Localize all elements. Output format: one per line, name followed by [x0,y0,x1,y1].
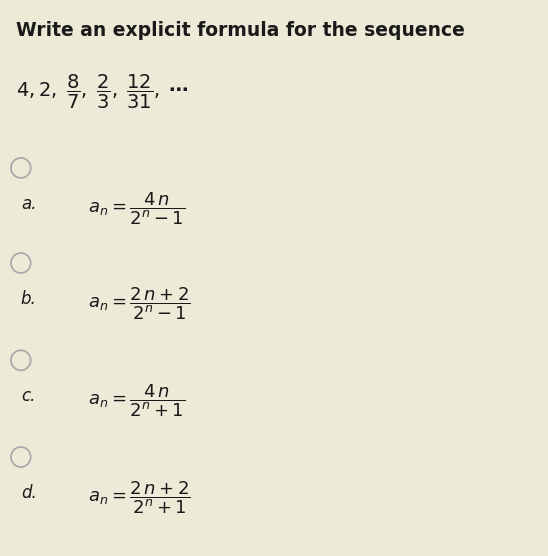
Text: $a_n = \dfrac{4\,n}{2^n + 1}$: $a_n = \dfrac{4\,n}{2^n + 1}$ [88,383,185,419]
Text: a.: a. [21,195,36,212]
Text: $a_n = \dfrac{2\,n + 2}{2^n + 1}$: $a_n = \dfrac{2\,n + 2}{2^n + 1}$ [88,479,191,516]
Text: $a_n = \dfrac{4\,n}{2^n - 1}$: $a_n = \dfrac{4\,n}{2^n - 1}$ [88,190,185,227]
Text: $4, 2, \;\dfrac{8}{7},\; \dfrac{2}{3},\; \dfrac{12}{31},\; \mathbf{\cdots}$: $4, 2, \;\dfrac{8}{7},\; \dfrac{2}{3},\;… [16,73,189,111]
Text: c.: c. [21,387,35,405]
Text: d.: d. [21,484,37,502]
Text: b.: b. [21,290,37,307]
Text: Write an explicit formula for the sequence: Write an explicit formula for the sequen… [16,21,465,40]
Text: $a_n = \dfrac{2\,n + 2}{2^n - 1}$: $a_n = \dfrac{2\,n + 2}{2^n - 1}$ [88,285,191,322]
